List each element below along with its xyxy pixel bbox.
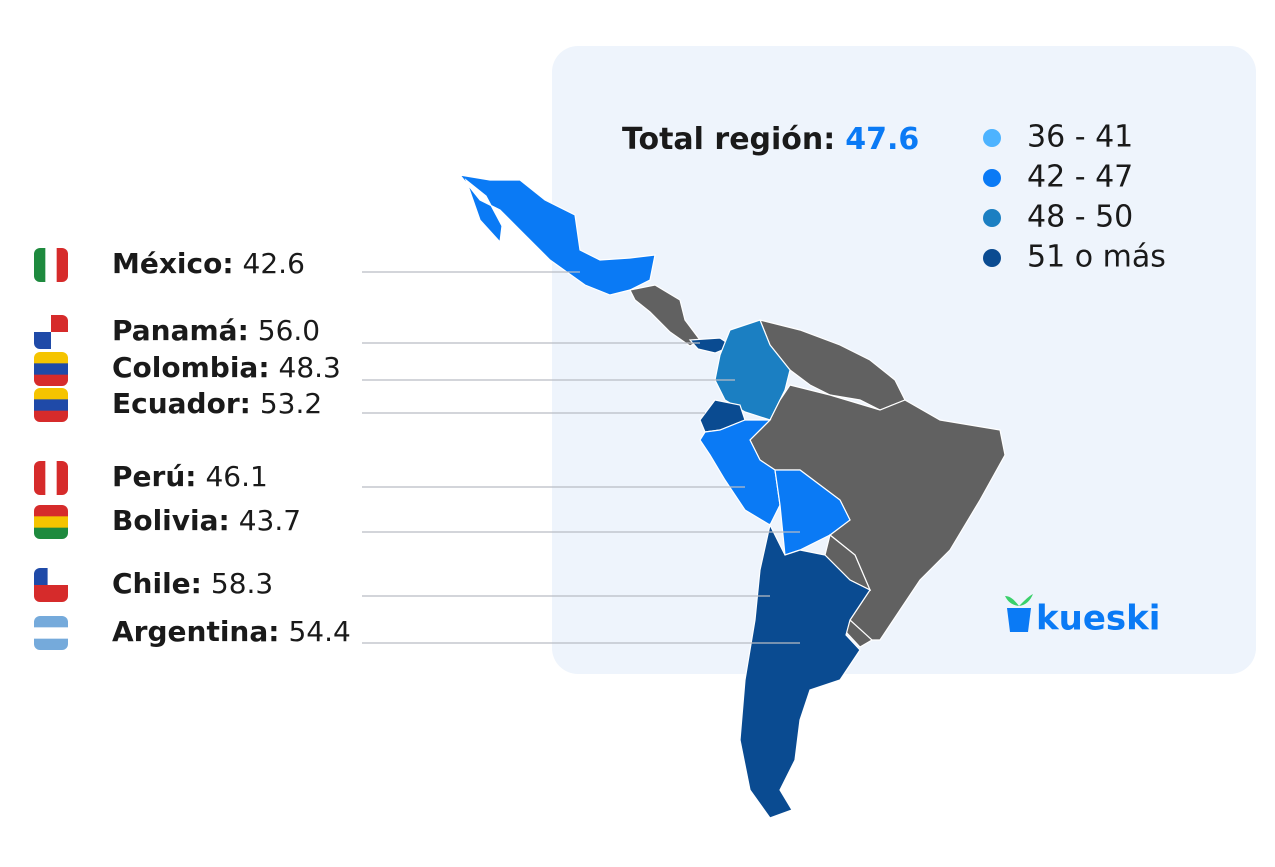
country-value: 43.7: [239, 504, 301, 537]
flag-stripe: [34, 585, 68, 602]
legend-label: 48 - 50: [1027, 200, 1133, 235]
flag-stripe: [56, 248, 68, 282]
flag-stripe: [34, 616, 68, 628]
flag: [34, 388, 68, 422]
flag: [34, 248, 68, 282]
country-name: Bolivia:: [112, 504, 230, 537]
logo-text: kueski: [1036, 599, 1160, 639]
country-label: Panamá: 56.0: [112, 314, 320, 347]
flag-stripe: [34, 627, 68, 640]
flag-body: [34, 568, 68, 602]
flag-body: [34, 248, 68, 282]
country-value: 46.1: [205, 460, 267, 493]
flag-stripe: [45, 248, 58, 282]
logo: kueski: [1005, 594, 1160, 639]
legend-label: 36 - 41: [1027, 120, 1133, 155]
country-value: 56.0: [258, 314, 320, 347]
country-value: 48.3: [279, 351, 341, 384]
flag: [34, 315, 68, 349]
flag-stripe: [34, 388, 68, 400]
legend-dot: [983, 209, 1001, 227]
legend-dot: [983, 249, 1001, 267]
legend-dot: [983, 129, 1001, 147]
country-name: México:: [112, 247, 234, 280]
country-label: Chile: 58.3: [112, 567, 273, 600]
country-label: Perú: 46.1: [112, 460, 268, 493]
country-label: Colombia: 48.3: [112, 351, 341, 384]
flag-stripe: [34, 352, 68, 364]
flag-body: [34, 388, 68, 422]
legend-label: 51 o más: [1027, 240, 1166, 275]
country-value: 53.2: [260, 387, 322, 420]
flag: [34, 461, 68, 495]
flag-stripe: [45, 461, 58, 495]
country-name: Perú:: [112, 460, 196, 493]
flag-stripe: [34, 568, 48, 585]
flag-stripe: [34, 374, 68, 386]
country-name: Argentina:: [112, 615, 279, 648]
logo-pot: [1007, 608, 1031, 632]
flag-stripe: [34, 505, 68, 517]
flag-body: [34, 352, 68, 386]
total-label-text: Total región:: [622, 122, 835, 157]
total-value: 47.6: [845, 122, 919, 157]
flag-stripe: [34, 516, 68, 529]
flag-stripe: [34, 248, 46, 282]
flag-stripe: [34, 363, 68, 376]
flag-stripe: [34, 638, 68, 650]
country-label: Bolivia: 43.7: [112, 504, 301, 537]
flag-stripe: [34, 399, 68, 412]
flag-stripe: [34, 332, 51, 349]
country-label: Ecuador: 53.2: [112, 387, 322, 420]
legend-label: 42 - 47: [1027, 160, 1133, 195]
legend: 36 - 41 42 - 47 48 - 50 51 o más: [983, 120, 1166, 275]
flag: [34, 352, 68, 386]
country-value: 42.6: [243, 247, 305, 280]
country-name: Colombia:: [112, 351, 270, 384]
flag-stripe: [51, 315, 68, 332]
flag: [34, 616, 68, 650]
flag-stripe: [34, 461, 46, 495]
country-value: 54.4: [288, 615, 350, 648]
legend-dot: [983, 169, 1001, 187]
flag: [34, 568, 68, 602]
flag-stripe: [34, 410, 68, 422]
country-name: Chile:: [112, 567, 202, 600]
logo-leaf: [1005, 594, 1033, 606]
country-label: México: 42.6: [112, 247, 305, 280]
flag-body: [34, 461, 68, 495]
flag-body: [34, 315, 68, 349]
panel: [552, 46, 1256, 674]
country-value: 58.3: [211, 567, 273, 600]
flag-stripe: [34, 527, 68, 539]
mexico: [458, 174, 656, 296]
chile-argentina: [739, 523, 871, 819]
total-label: Total región: 47.6: [622, 122, 919, 157]
flag-body: [34, 616, 68, 650]
country-label: Argentina: 54.4: [112, 615, 351, 648]
map: [458, 174, 1006, 819]
country-name: Ecuador:: [112, 387, 251, 420]
country-name: Panamá:: [112, 314, 249, 347]
flag-stripe: [56, 461, 68, 495]
flag: [34, 505, 68, 539]
flag-body: [34, 505, 68, 539]
